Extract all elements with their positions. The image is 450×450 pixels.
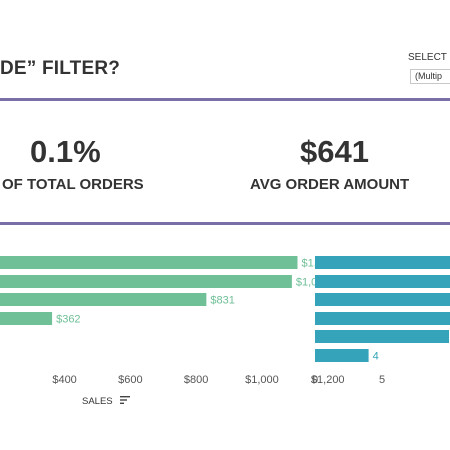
- count-bar[interactable]: [315, 256, 450, 269]
- sales-bar-chart: $1,108$1,091$831$362$400$600$800$1,000$1…: [0, 256, 345, 386]
- sales-bar[interactable]: [0, 275, 292, 288]
- kpi-orders-value: 0.1%: [30, 134, 101, 169]
- sales-x-tick-label: $600: [118, 374, 142, 386]
- count-x-tick-label: 5: [379, 374, 385, 386]
- select-filter-label: SELECT: [408, 52, 447, 63]
- count-bar[interactable]: [315, 330, 449, 343]
- sales-bar[interactable]: [0, 256, 298, 269]
- sales-x-tick-label: $1,000: [245, 374, 279, 386]
- dashboard-title: DE” FILTER?: [0, 58, 121, 79]
- count-bar-chart: 4 0 5: [312, 256, 450, 386]
- sales-bar-label: $831: [210, 295, 234, 307]
- sales-x-tick-label: $1,200: [311, 374, 345, 386]
- count-bar[interactable]: [315, 312, 450, 325]
- sales-x-tick-label: $800: [184, 374, 208, 386]
- sales-x-tick-label: $400: [52, 374, 76, 386]
- sales-bar-label: $362: [56, 314, 80, 326]
- count-bar[interactable]: [315, 275, 450, 288]
- sort-icon[interactable]: [120, 395, 130, 405]
- sales-bar[interactable]: [0, 293, 207, 306]
- multi-select-dropdown[interactable]: (Multip: [410, 69, 450, 84]
- kpi-avg-order-value: $641: [300, 134, 369, 169]
- kpi-orders-label: OF TOTAL ORDERS: [2, 176, 144, 193]
- sales-bar[interactable]: [0, 312, 53, 325]
- top-divider: [0, 98, 450, 101]
- count-bar[interactable]: [315, 349, 369, 362]
- kpi-avg-order-label: AVG ORDER AMOUNT: [250, 176, 410, 193]
- sales-axis-title: SALES: [82, 396, 113, 407]
- count-x-tick-label: 0: [312, 374, 318, 386]
- middle-divider: [0, 222, 450, 225]
- count-bar[interactable]: [315, 293, 450, 306]
- count-bar-label: 4: [373, 351, 379, 363]
